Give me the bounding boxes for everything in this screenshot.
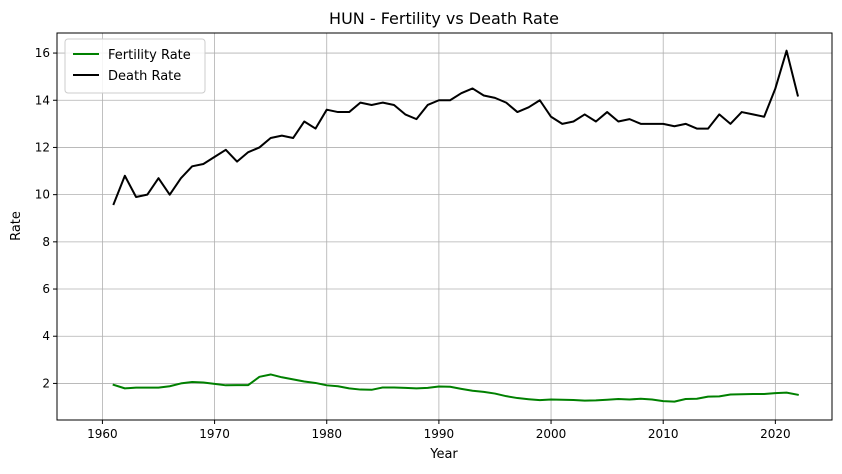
x-tick-label: 2000 [536,427,567,441]
plot-frame [56,32,833,421]
y-tick-label: 14 [35,93,50,107]
legend-box [64,38,206,94]
y-tick-label: 12 [35,140,50,154]
y-tick-label: 4 [42,329,50,343]
y-tick-label: 2 [42,376,50,390]
legend-label-fertility-rate: Fertility Rate [108,48,191,63]
x-tick-label: 2010 [648,427,679,441]
x-tick-label: 2020 [760,427,791,441]
x-tick-label: 1980 [311,427,342,441]
x-tick-label: 1960 [87,427,118,441]
y-tick-label: 6 [42,282,50,296]
x-axis-label: Year [429,447,458,462]
series-line-fertility-rate [112,373,799,403]
y-axis-label: Rate [9,211,24,241]
tick-labels: 1960 1970 1980 1990 2000 2010 2020 2 4 6 8 10 12 14 16 [35,46,791,441]
plot-series [112,49,800,403]
y-tick-label: 8 [42,235,50,249]
axes [53,32,833,424]
y-tick-label: 16 [35,46,50,60]
legend: Fertility Rate Death Rate [64,38,206,94]
legend-label-death-rate: Death Rate [108,69,181,84]
x-tick-label: 1990 [424,427,455,441]
x-tick-label: 1970 [199,427,230,441]
y-tick-label: 10 [35,188,50,202]
chart-title: HUN - Fertility vs Death Rate [329,9,559,28]
series-line-death-rate [112,49,800,206]
